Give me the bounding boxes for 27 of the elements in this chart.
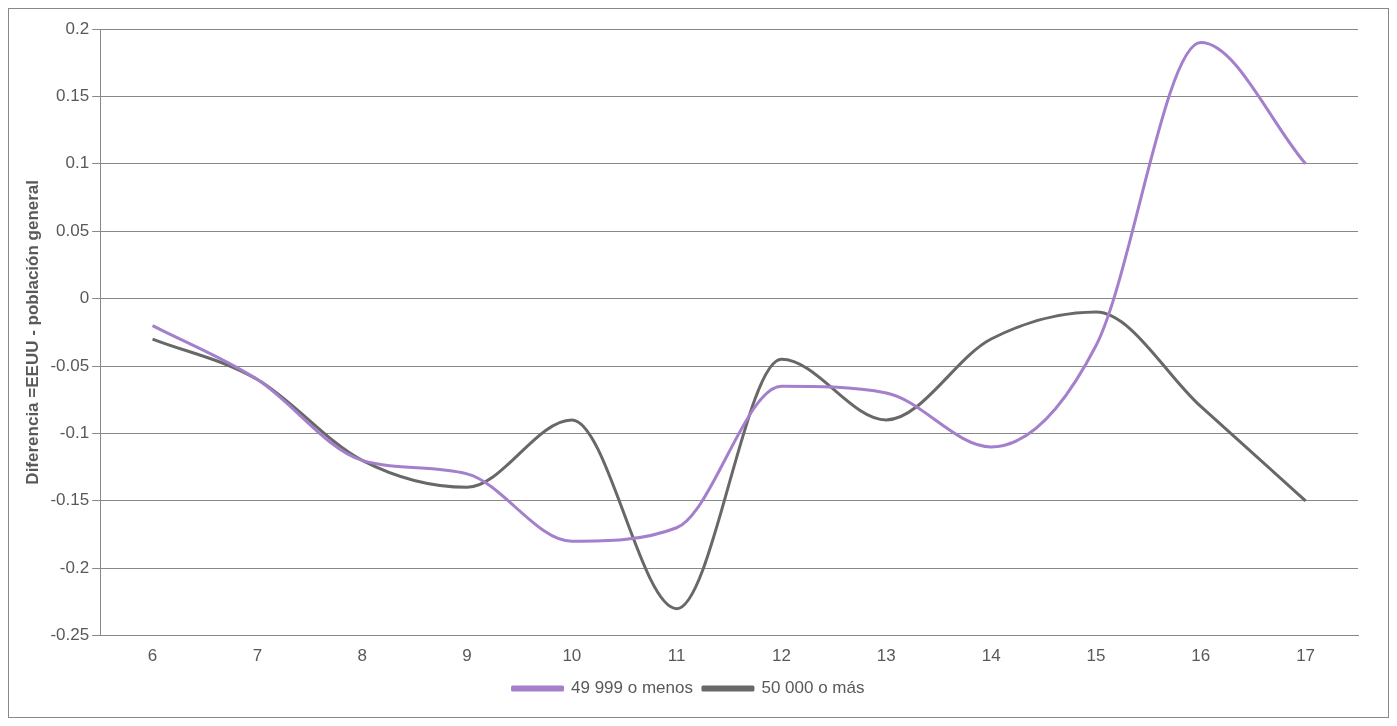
y-tick-label: -0.25	[50, 625, 90, 645]
x-tick-label: 12	[772, 646, 791, 666]
y-tick-label: 0	[79, 288, 90, 308]
y-tick-label: -0.2	[59, 557, 90, 577]
x-tick-label: 17	[1296, 646, 1316, 666]
y-tick-label: -0.05	[50, 355, 90, 375]
x-tick-label: 16	[1191, 646, 1211, 666]
x-tick-label: 8	[357, 646, 367, 666]
y-tick-label: -0.1	[59, 423, 90, 443]
x-tick-label: 13	[876, 646, 896, 666]
x-tick-label: 7	[252, 646, 263, 666]
y-tick-label: 0.2	[65, 18, 90, 38]
y-tick-label: -0.15	[50, 490, 90, 510]
y-tick-label: 0.15	[56, 86, 90, 106]
x-tick-label: 6	[147, 646, 158, 666]
x-tick-label: 11	[667, 646, 686, 666]
y-tick-label: 0.05	[56, 220, 90, 240]
line-series	[151, 40, 1308, 543]
legend-label: 49 999 o menos	[571, 678, 693, 698]
x-tick-label: 9	[462, 646, 472, 666]
x-tick-label: 15	[1086, 646, 1106, 666]
y-tick-label: 0.1	[65, 153, 90, 173]
y-axis-title: Diferencia =EEUU - población general	[22, 179, 42, 485]
legend-label: 50 000 o más	[761, 678, 865, 698]
x-tick-label: 10	[562, 646, 582, 666]
x-tick-label: 14	[981, 646, 1001, 666]
line-series	[151, 310, 1308, 611]
